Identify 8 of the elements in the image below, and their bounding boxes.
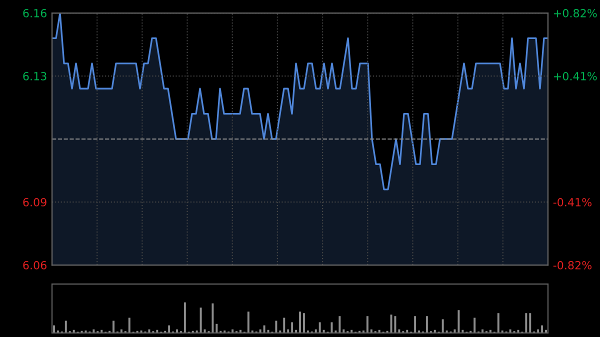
y2-tick-label: +0.82% [554, 8, 597, 18]
y-tick-label: 6.13 [23, 72, 46, 80]
y2-tick-label: +0.41% [554, 72, 597, 80]
y-tick-label: 6.09 [23, 198, 46, 206]
y2-tick-label: -0.41% [553, 198, 592, 206]
y-tick-label: 6.06 [23, 260, 46, 270]
y2-tick-label: -0.82% [553, 260, 592, 270]
y-tick-label: 6.16 [23, 8, 46, 18]
